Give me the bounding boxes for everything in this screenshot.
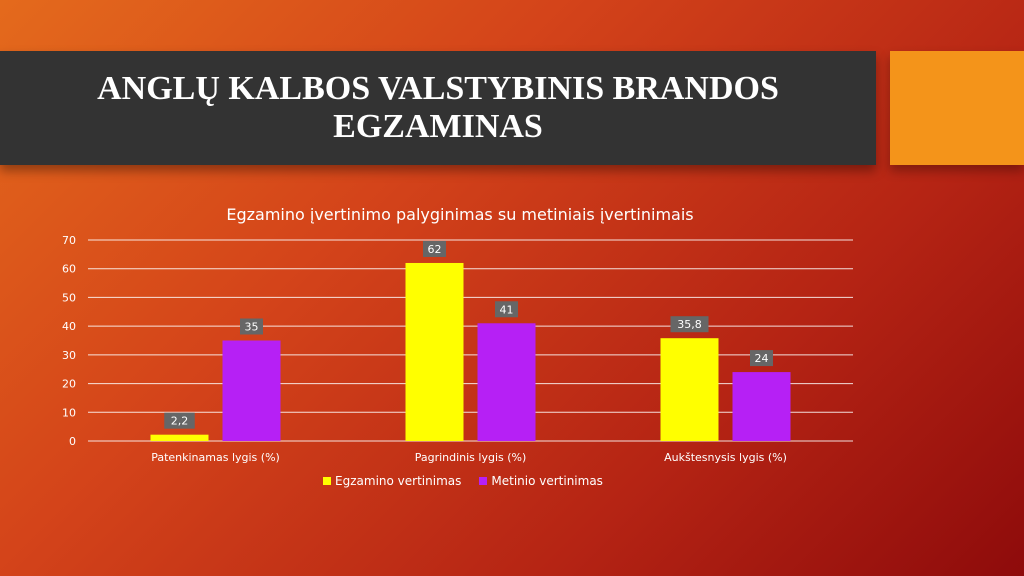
legend-swatch-exam — [323, 477, 332, 485]
chart-title: Egzamino įvertinimo palyginimas su metin… — [226, 205, 694, 224]
y-tick-label: 60 — [62, 263, 76, 276]
data-label-bg — [423, 240, 446, 257]
data-label-bg — [495, 301, 518, 318]
y-tick-label: 20 — [62, 378, 76, 391]
data-label-bg — [240, 318, 263, 335]
data-label: 35 — [245, 321, 259, 334]
title-bar: ANGLŲ KALBOS VALSTYBINIS BRANDOS EGZAMIN… — [0, 51, 876, 165]
x-axis: Patenkinamas lygis (%) Pagrindinis lygis … — [151, 451, 787, 464]
data-label: 24 — [755, 352, 769, 365]
y-tick-label: 70 — [62, 234, 76, 247]
y-tick-label: 40 — [62, 320, 76, 333]
bar — [732, 372, 791, 441]
data-label-bg — [670, 316, 709, 333]
data-label-bg — [750, 350, 773, 367]
y-tick-label: 0 — [69, 435, 76, 448]
bar — [222, 340, 281, 441]
legend-item-exam: Egzamino vertinimas — [323, 474, 461, 488]
slide-title: ANGLŲ KALBOS VALSTYBINIS BRANDOS EGZAMIN… — [97, 70, 779, 145]
legend-label-exam: Egzamino vertinimas — [335, 474, 462, 488]
y-tick-label: 10 — [62, 406, 76, 419]
data-label: 35,8 — [677, 318, 702, 331]
legend: Egzamino vertinimas Metinio vertinimas — [0, 474, 926, 488]
x-tick-label: Aukštesnysis lygis (%) — [664, 451, 787, 464]
bar — [150, 434, 209, 441]
legend-label-annual: Metinio vertinimas — [491, 474, 603, 488]
bars: 2,2 35 62 41 35,8 24 — [150, 240, 791, 441]
bar — [405, 262, 464, 441]
data-label: 41 — [500, 303, 514, 316]
y-tick-label: 50 — [62, 291, 76, 304]
x-tick-label: Patenkinamas lygis (%) — [151, 451, 280, 464]
data-label: 2,2 — [171, 415, 189, 428]
y-tick-label: 30 — [62, 349, 76, 362]
grid-lines — [88, 239, 853, 442]
legend-swatch-annual — [479, 477, 488, 485]
accent-box — [890, 51, 1024, 165]
bar — [477, 323, 536, 441]
data-label: 62 — [428, 243, 442, 256]
bar — [660, 338, 719, 441]
data-label-bg — [164, 412, 195, 429]
x-tick-label: Pagrindinis lygis (%) — [415, 451, 527, 464]
legend-item-annual: Metinio vertinimas — [479, 474, 603, 488]
y-axis: 0 10 20 30 40 50 60 70 — [62, 234, 76, 448]
